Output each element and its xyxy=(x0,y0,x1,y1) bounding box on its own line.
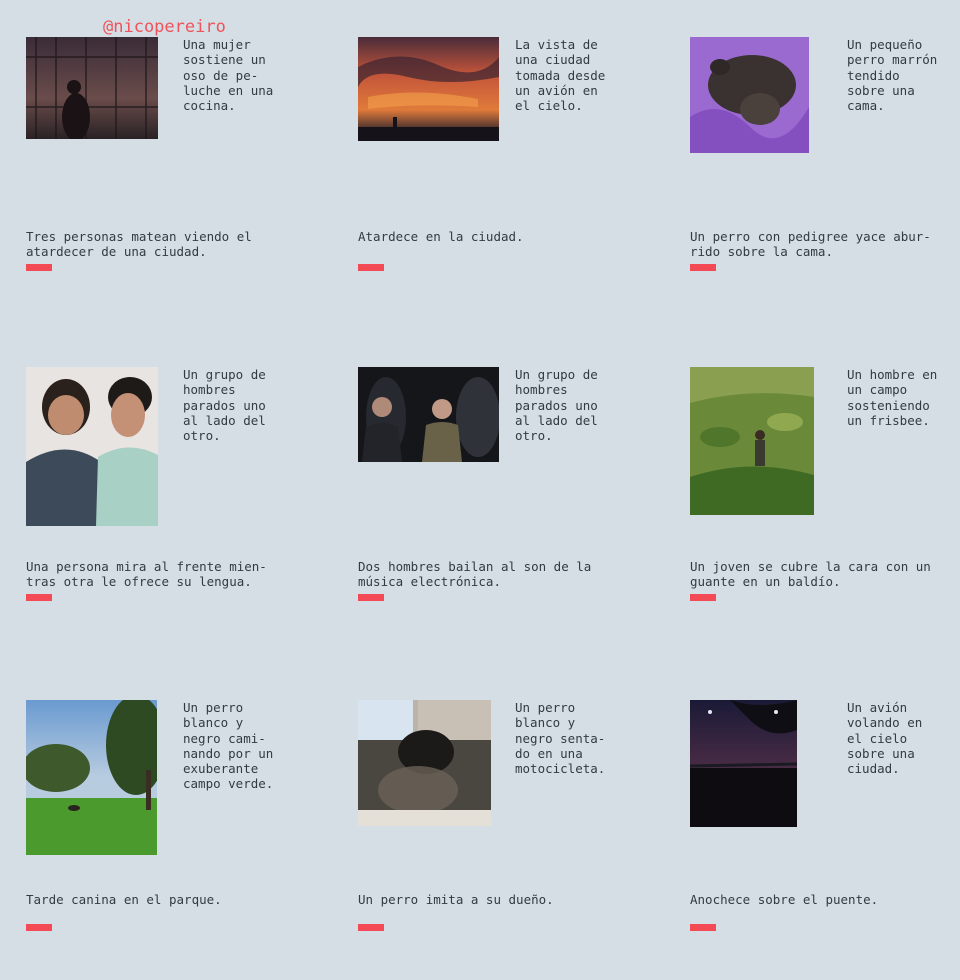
accent-bar xyxy=(358,594,384,601)
human-caption: Un joven se cubre la cara con un guante … xyxy=(690,559,931,590)
auto-caption: Un pequeño perro marrón tendido sobre un… xyxy=(847,37,938,114)
balcony-sunset-person-photo[interactable] xyxy=(26,37,158,139)
human-caption: Anochece sobre el puente. xyxy=(690,892,879,907)
caption-card: Un perro blanco y negro senta- do en una… xyxy=(358,700,618,980)
caption-card: Una mujer sostiene un oso de pe- luche e… xyxy=(26,37,286,317)
accent-bar xyxy=(26,594,52,601)
auto-caption: Una mujer sostiene un oso de pe- luche e… xyxy=(183,37,274,114)
caption-card: Un grupo de hombres parados uno al lado … xyxy=(26,367,286,647)
caption-card: Un hombre en un campo sosteniendo un fri… xyxy=(690,367,950,647)
human-caption: Dos hombres bailan al son de la música e… xyxy=(358,559,592,590)
two-men-selfie-photo[interactable] xyxy=(26,367,158,526)
city-sunset-sky-photo[interactable] xyxy=(358,37,499,141)
accent-bar xyxy=(358,264,384,271)
auto-caption: Un grupo de hombres parados uno al lado … xyxy=(515,367,598,444)
accent-bar xyxy=(690,264,716,271)
dog-on-purple-bed-photo[interactable] xyxy=(690,37,809,153)
accent-bar xyxy=(26,264,52,271)
caption-card: La vista de una ciudad tomada desde un a… xyxy=(358,37,618,317)
human-caption: Atardece en la ciudad. xyxy=(358,229,524,244)
park-dog-photo[interactable] xyxy=(26,700,157,855)
auto-caption: Un grupo de hombres parados uno al lado … xyxy=(183,367,266,444)
auto-caption: La vista de una ciudad tomada desde un a… xyxy=(515,37,606,114)
human-caption: Tres personas matean viendo el atardecer… xyxy=(26,229,252,260)
accent-bar xyxy=(26,924,52,931)
author-handle[interactable]: @nicopereiro xyxy=(103,17,226,37)
caption-card: Un grupo de hombres parados uno al lado … xyxy=(358,367,618,647)
caption-card: Un perro blanco y negro cami- nando por … xyxy=(26,700,286,980)
night-bridge-photo[interactable] xyxy=(690,700,797,827)
auto-caption: Un avión volando en el cielo sobre una c… xyxy=(847,700,923,777)
auto-caption: Un perro blanco y negro senta- do en una… xyxy=(515,700,606,777)
auto-caption: Un hombre en un campo sosteniendo un fri… xyxy=(847,367,938,428)
caption-card: Un avión volando en el cielo sobre una c… xyxy=(690,700,950,980)
man-in-field-photo[interactable] xyxy=(690,367,814,515)
accent-bar xyxy=(690,594,716,601)
auto-caption: Un perro blanco y negro cami- nando por … xyxy=(183,700,274,792)
dog-with-helmet-photo[interactable] xyxy=(358,700,491,826)
caption-card: Un pequeño perro marrón tendido sobre un… xyxy=(690,37,950,317)
human-caption: Un perro imita a su dueño. xyxy=(358,892,554,907)
human-caption: Un perro con pedigree yace abur- rido so… xyxy=(690,229,931,260)
human-caption: Tarde canina en el parque. xyxy=(26,892,222,907)
human-caption: Una persona mira al frente mien- tras ot… xyxy=(26,559,267,590)
accent-bar xyxy=(690,924,716,931)
accent-bar xyxy=(358,924,384,931)
party-crowd-photo[interactable] xyxy=(358,367,499,462)
